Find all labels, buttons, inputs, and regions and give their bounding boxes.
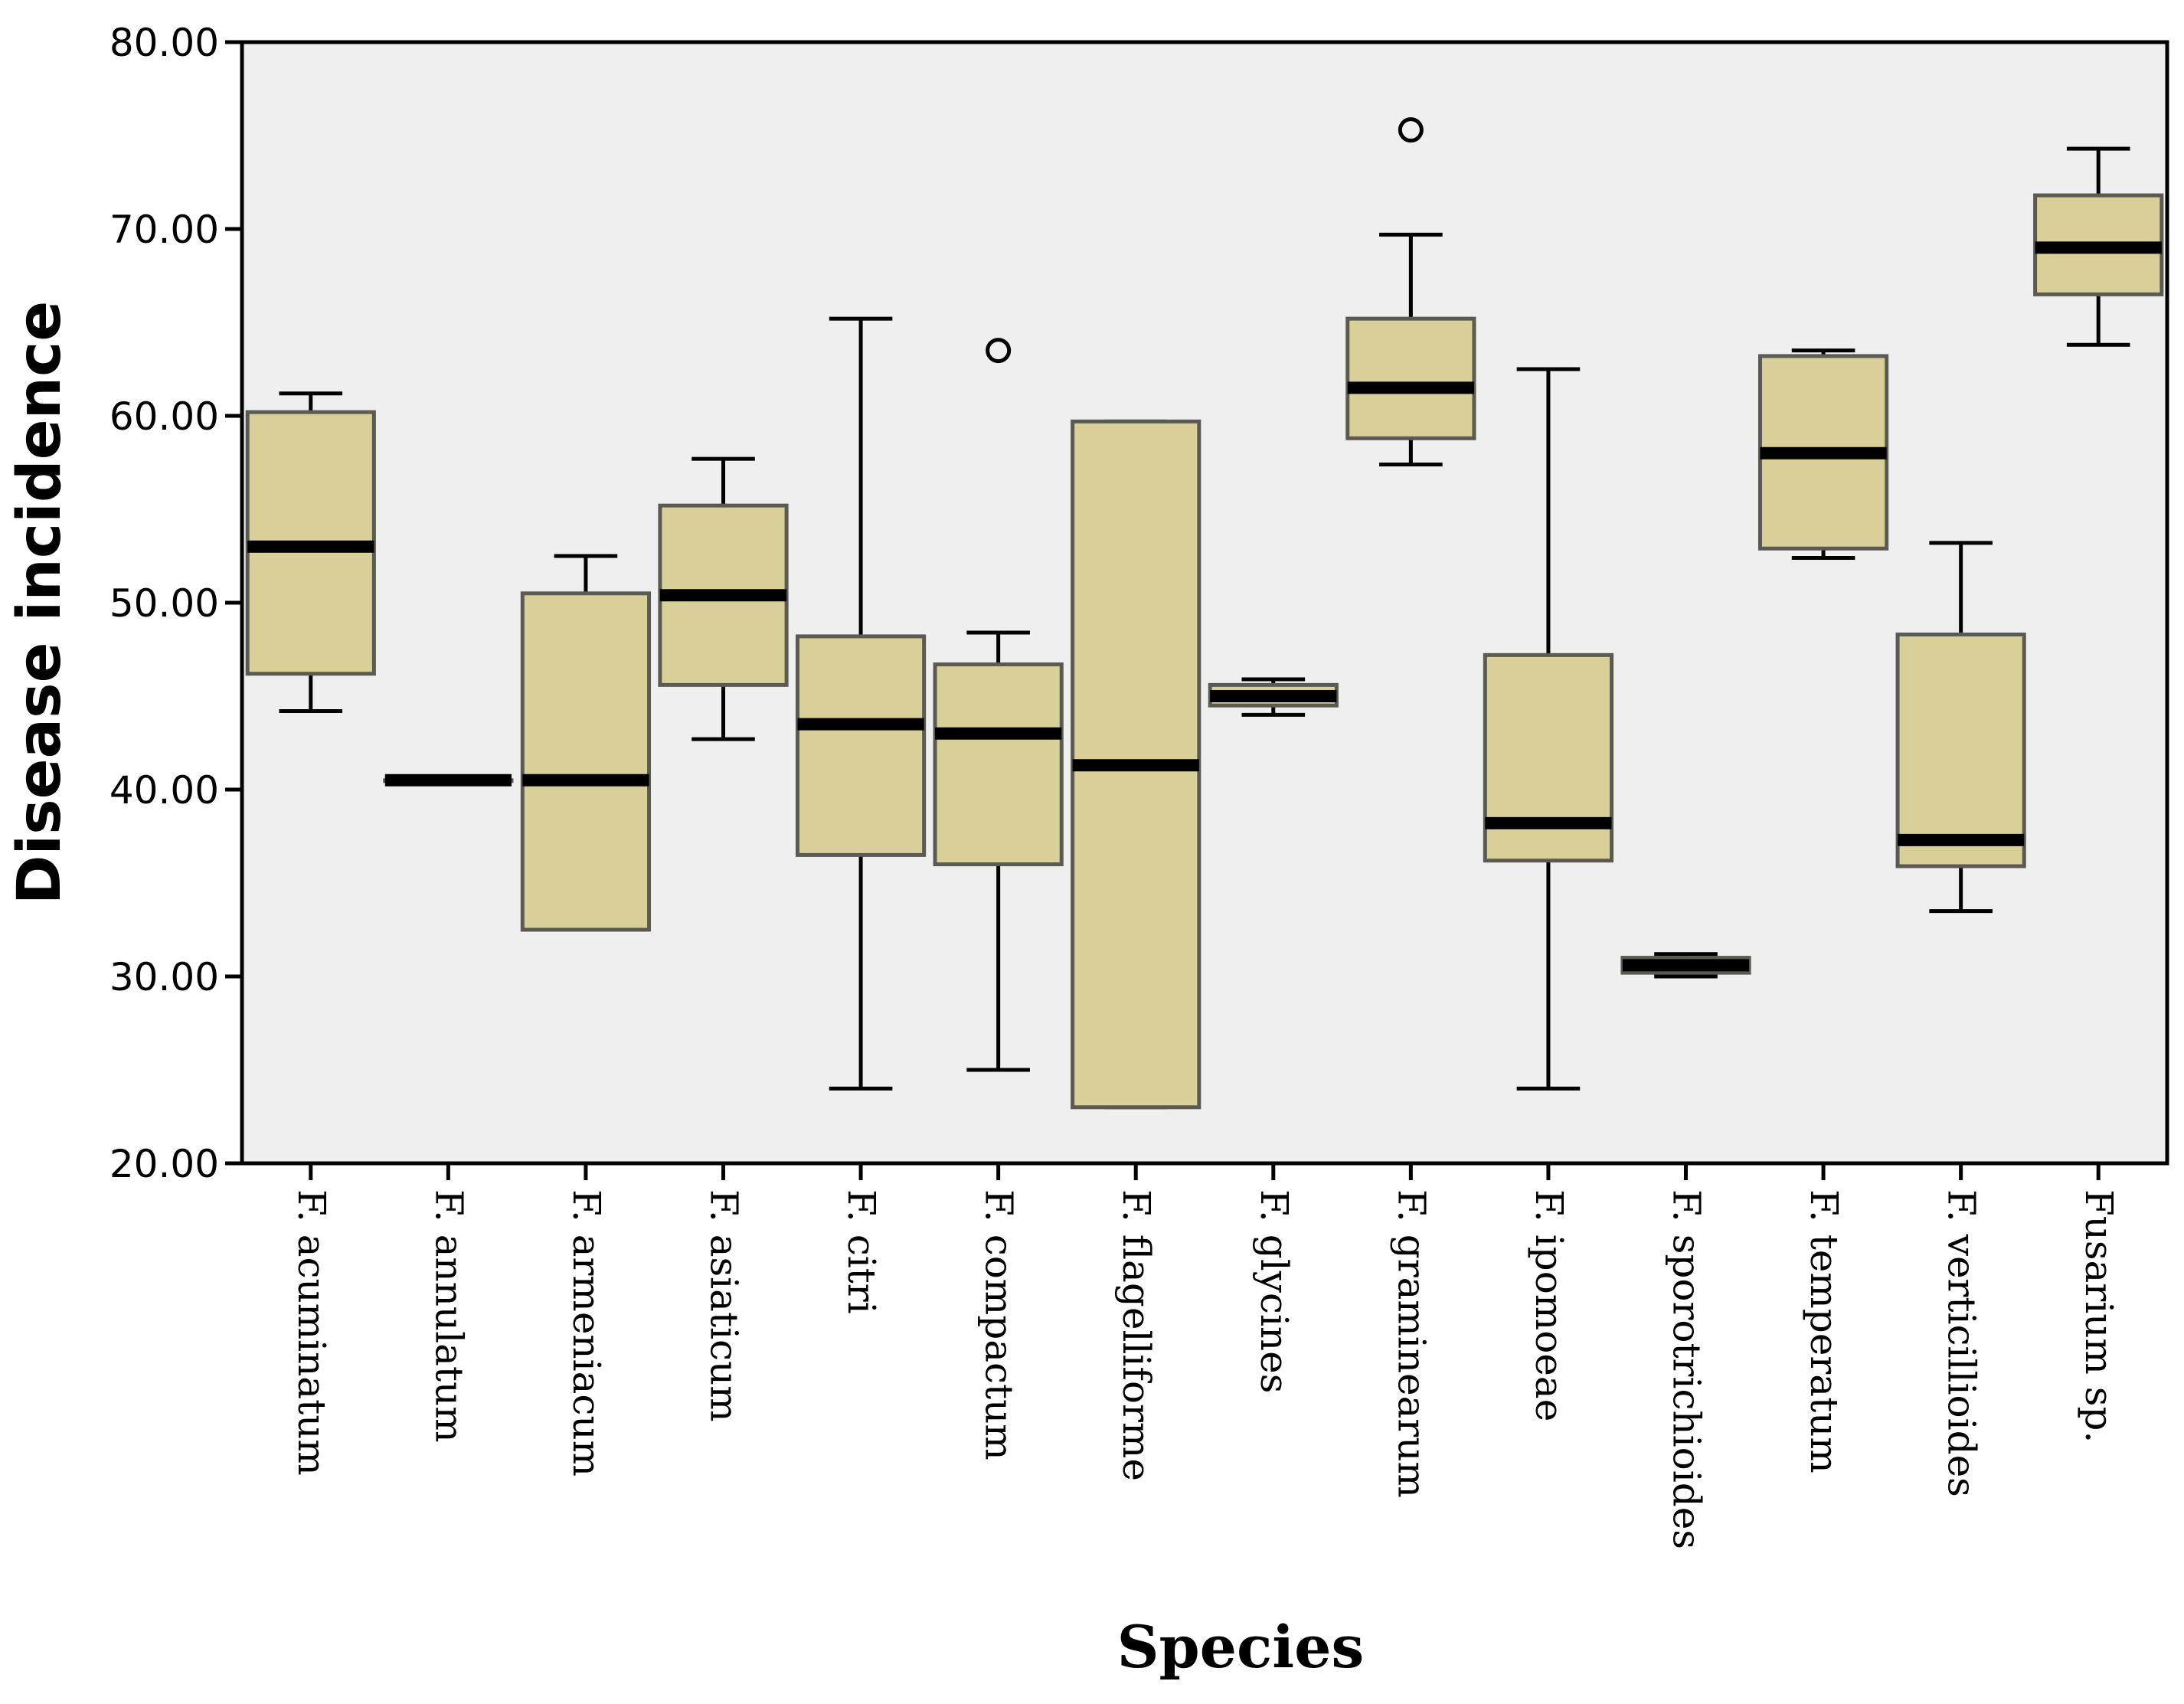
y-tick-label: 40.00 (110, 768, 219, 813)
box-1 (245, 391, 376, 714)
x-axis-title: Species (1117, 1613, 1365, 1681)
box-iqr (1895, 632, 2026, 868)
box-12 (1757, 348, 1889, 560)
box-5 (795, 316, 927, 1091)
box-14 (2033, 146, 2164, 347)
x-tick-label: F. acuminatum (289, 1189, 334, 1476)
x-tick-label: F. temperatum (1802, 1189, 1846, 1473)
x-tick-label: Fusarium sp. (2077, 1189, 2121, 1443)
box-iqr (1345, 316, 1476, 440)
outlier-point (986, 338, 1012, 364)
box-series (245, 117, 2164, 1110)
x-tick-label: F. armeniacum (564, 1189, 609, 1477)
x-tick-label: F. graminearum (1389, 1189, 1434, 1498)
box-iqr (1483, 652, 1614, 863)
box-iqr (933, 662, 1064, 867)
y-tick-label: 60.00 (110, 394, 219, 439)
x-tick-label: F. citri (839, 1189, 884, 1314)
box-iqr (795, 634, 927, 857)
x-tick-label: F. verticillioides (1940, 1189, 1984, 1497)
x-axis: F. acuminatum F. annulatum F. armeniacum F.… (289, 1163, 2121, 1549)
box-4 (658, 456, 789, 741)
y-tick-label: 50.00 (110, 581, 219, 626)
outlier-point (1398, 117, 1424, 143)
box-8 (1208, 677, 1339, 717)
x-tick-label: F. glycines (1252, 1189, 1296, 1393)
y-tick-label: 20.00 (110, 1142, 219, 1186)
x-tick-label: F. compactum (977, 1189, 1022, 1460)
x-tick-label: F. ipomoeae (1527, 1189, 1571, 1421)
y-axis-title: Disease incidence (5, 301, 74, 905)
box-iqr (520, 591, 652, 932)
box-11 (1620, 952, 1751, 979)
box-10 (1483, 367, 1614, 1091)
y-tick-label: 30.00 (110, 955, 219, 999)
box-7 (1071, 419, 1202, 1110)
x-tick-label: F. sporotrichioides (1665, 1189, 1709, 1549)
box-9 (1345, 117, 1476, 466)
x-tick-label: F. asiaticum (702, 1189, 747, 1422)
y-tick-label: 80.00 (110, 21, 219, 65)
box-6 (933, 338, 1064, 1072)
y-tick-label: 70.00 (110, 208, 219, 252)
box-13 (1895, 541, 2026, 914)
x-tick-label: F. flagelliforme (1114, 1189, 1159, 1481)
box-3 (520, 554, 652, 932)
box-2 (383, 774, 514, 787)
y-axis: 20.00 30.00 40.00 50.00 60.00 70.00 80.00 (110, 21, 242, 1186)
x-tick-label: F. annulatum (427, 1189, 471, 1443)
